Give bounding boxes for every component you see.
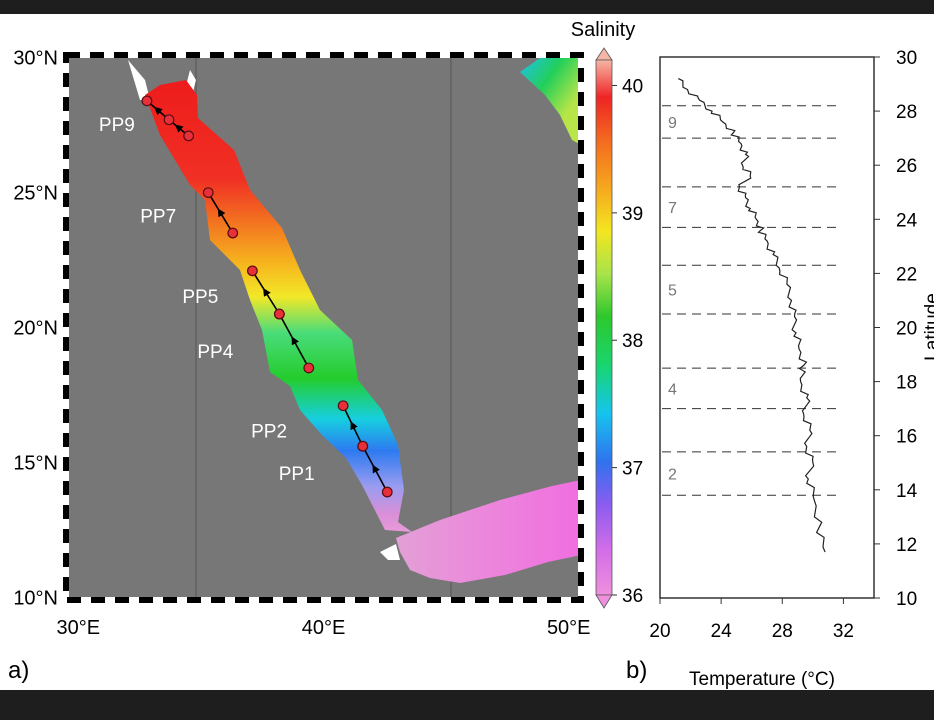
colorbar-tick-label: 36 bbox=[622, 586, 643, 607]
y-tick-label: 28 bbox=[896, 102, 917, 123]
section-arrow bbox=[174, 124, 184, 133]
lat-tick-label: 30°N bbox=[13, 48, 58, 70]
map-frame-white bbox=[63, 52, 584, 603]
lon-tick-label: 30°E bbox=[56, 617, 100, 639]
bottom-band bbox=[0, 690, 934, 720]
station-point bbox=[246, 265, 258, 277]
section-number: 1 bbox=[668, 0, 677, 4]
station-point bbox=[273, 308, 285, 320]
salinity-colorbar: Salinity 36 37 38 39 40 bbox=[571, 19, 643, 609]
station-point bbox=[163, 114, 175, 126]
gulf-of-aden bbox=[396, 480, 581, 583]
lat-tick-label: 15°N bbox=[13, 452, 58, 474]
section-lines bbox=[141, 95, 393, 498]
section-label-pp1: PP1 bbox=[279, 464, 315, 485]
y-tick-label: 24 bbox=[896, 210, 918, 231]
y-tick-label: 14 bbox=[896, 481, 918, 502]
station-point bbox=[202, 187, 214, 198]
colorbar-bar bbox=[595, 59, 613, 596]
section-labels: PP9 PP7 PP5 PP4 PP2 PP1 bbox=[99, 115, 315, 485]
section-number: 5 bbox=[668, 283, 677, 300]
x-tick-label: 24 bbox=[711, 621, 733, 642]
lat-tick-label: 10°N bbox=[13, 587, 58, 609]
section-label-pp7: PP7 bbox=[140, 207, 176, 228]
x-tick-label: 28 bbox=[772, 621, 793, 642]
x-tick-label: 32 bbox=[833, 621, 854, 642]
x-tick-label: 20 bbox=[649, 621, 670, 642]
station-point bbox=[303, 362, 315, 374]
coast-sliver bbox=[128, 60, 150, 100]
section-arrow bbox=[154, 106, 163, 116]
section-numbers: 9 7 5 4 2 1 bbox=[668, 0, 677, 484]
y-tick-label: 10 bbox=[896, 589, 917, 610]
top-band bbox=[0, 0, 934, 14]
section-arrow bbox=[263, 288, 271, 297]
station-point bbox=[141, 95, 153, 107]
lat-tick-label: 20°N bbox=[13, 318, 58, 340]
lat-tick-label: 25°N bbox=[13, 183, 58, 205]
y-tick-label: 12 bbox=[896, 535, 917, 556]
station-point bbox=[183, 130, 195, 142]
map-axis-ticks: 10°N 15°N 20°N 25°N 30°N 30°E 40°E 50°E bbox=[13, 48, 590, 639]
panel-b-label: b) bbox=[626, 657, 647, 684]
y-tick-label: 30 bbox=[896, 48, 917, 69]
section-number: 7 bbox=[668, 200, 677, 217]
section-label-pp4: PP4 bbox=[197, 342, 233, 363]
colorbar-tick-label: 37 bbox=[622, 459, 643, 480]
temperature-series-line bbox=[678, 78, 826, 553]
y-tick-label: 18 bbox=[896, 373, 917, 394]
colorbar-tick-label: 40 bbox=[622, 76, 643, 97]
colorbar-tick-label: 38 bbox=[622, 331, 643, 352]
section-number: 9 bbox=[668, 115, 677, 132]
colorbar-tick-label: 39 bbox=[622, 204, 643, 225]
section-label-pp2: PP2 bbox=[251, 422, 287, 443]
coast-sliver bbox=[380, 544, 400, 560]
salinity-map: PP9 PP7 PP5 PP4 PP2 PP1 10°N 15°N 20°N 25°N 30°N 3… bbox=[8, 48, 591, 684]
temperature-profile: 9 7 5 4 2 1 20 24 28 32 10 12 14 16 18 20 22 24 26 28 30 Te… bbox=[626, 0, 934, 690]
station-point bbox=[381, 486, 393, 498]
persian-gulf bbox=[520, 58, 581, 145]
section-label-pp5: PP5 bbox=[182, 287, 218, 308]
colorbar-bottom-cap bbox=[595, 594, 613, 609]
lon-tick-label: 50°E bbox=[547, 617, 591, 639]
section-number: 4 bbox=[668, 381, 677, 398]
section-number: 2 bbox=[668, 467, 677, 484]
y-tick-label: 16 bbox=[896, 427, 917, 448]
profile-frame bbox=[659, 56, 875, 599]
section-arrow bbox=[350, 421, 358, 431]
station-point bbox=[357, 440, 369, 452]
y-tick-label: 26 bbox=[896, 156, 917, 177]
colorbar-ticks: 36 37 38 39 40 bbox=[612, 76, 643, 607]
section-arrow bbox=[291, 336, 299, 346]
y-tick-label: 22 bbox=[896, 264, 917, 285]
section-arrow bbox=[217, 208, 226, 218]
colorbar-title: Salinity bbox=[571, 19, 635, 41]
x-axis-label: Temperature (°C) bbox=[689, 669, 835, 690]
station-point bbox=[337, 400, 349, 412]
lon-tick-label: 40°E bbox=[302, 617, 346, 639]
y-tick-label: 20 bbox=[896, 319, 917, 340]
section-arrow bbox=[372, 464, 380, 474]
panel-a-label: a) bbox=[8, 657, 29, 684]
section-label-pp9: PP9 bbox=[99, 115, 135, 136]
station-point bbox=[227, 227, 239, 239]
y-axis-label: Latitude bbox=[922, 293, 934, 361]
